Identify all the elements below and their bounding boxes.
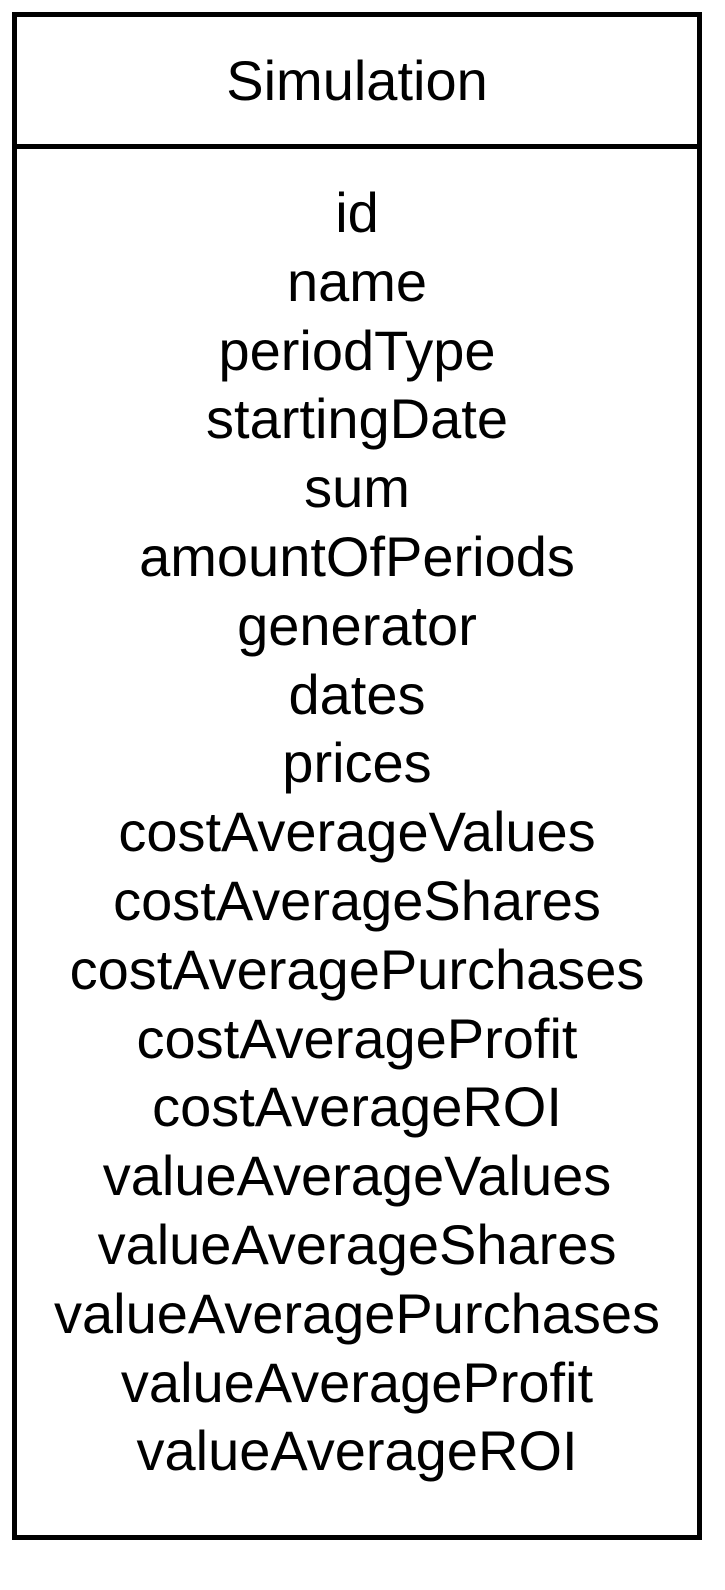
attribute-cost-average-roi: costAverageROI <box>152 1075 562 1139</box>
attribute-value-average-shares: valueAverageShares <box>97 1212 617 1276</box>
attribute-generator: generator <box>237 593 477 657</box>
attribute-id: id <box>335 181 379 244</box>
attribute-sum: sum <box>304 456 410 520</box>
attribute-amount-of-periods: amountOfPeriods <box>139 524 575 588</box>
attribute-value-average-purchases: valueAveragePurchases <box>53 1281 661 1345</box>
attribute-value-average-values: valueAverageValues <box>102 1144 612 1208</box>
attribute-cost-average-profit: costAverageProfit <box>136 1006 578 1070</box>
attribute-name: name <box>286 249 428 313</box>
uml-class-box: Simulation id name periodType startingDa… <box>12 12 702 1540</box>
attribute-cost-average-purchases: costAveragePurchases <box>69 937 645 1001</box>
attribute-prices: prices <box>282 731 432 795</box>
attribute-list: id name periodType startingDate sum amou… <box>17 149 697 1486</box>
attribute-dates: dates <box>288 662 426 726</box>
attribute-cost-average-values: costAverageValues <box>118 800 596 864</box>
attribute-period-type: periodType <box>218 318 496 382</box>
attribute-value-average-roi: valueAverageROI <box>136 1419 578 1483</box>
class-name: Simulation <box>17 17 697 149</box>
attribute-value-average-profit: valueAverageProfit <box>120 1350 594 1414</box>
attribute-cost-average-shares: costAverageShares <box>113 868 601 932</box>
attribute-starting-date: startingDate <box>206 387 508 451</box>
